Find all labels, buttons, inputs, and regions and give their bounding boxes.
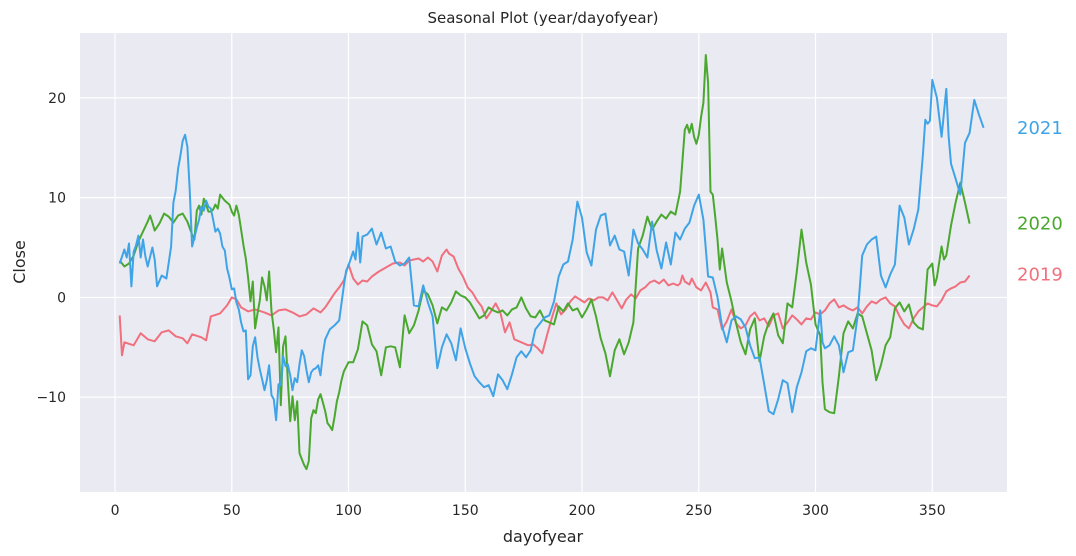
x-axis-label: dayofyear [503,527,584,546]
y-tick-label: 0 [57,290,66,306]
series-label-2019: 2019 [1017,264,1063,285]
x-tick-label: 150 [452,503,479,519]
x-tick-label: 200 [569,503,596,519]
x-tick-label: 50 [223,503,241,519]
chart-title: Seasonal Plot (year/dayofyear) [427,9,658,27]
x-tick-label: 100 [335,503,362,519]
series-label-2020: 2020 [1017,214,1063,235]
y-axis-label: Close [10,240,29,284]
x-tick-labels: 0 50 100 150 200 250 300 350 [111,503,946,519]
series-line-2020 [118,54,971,471]
x-tick-label: 350 [919,503,946,519]
series-lines [118,54,985,471]
y-tick-label: 20 [48,91,66,107]
x-tick-label: 300 [802,503,829,519]
y-tick-label: 10 [48,191,66,207]
series-labels: 2019 2020 2021 [1017,118,1063,286]
series-line-2019 [118,248,971,357]
series-label-2021: 2021 [1017,118,1063,139]
plot-background [80,33,1007,492]
y-tick-labels: −10 0 10 20 [36,91,66,406]
grid [80,33,1007,492]
x-tick-label: 250 [685,503,712,519]
y-tick-label: −10 [36,390,66,406]
series-line-2021 [118,78,985,422]
x-tick-label: 0 [111,503,120,519]
